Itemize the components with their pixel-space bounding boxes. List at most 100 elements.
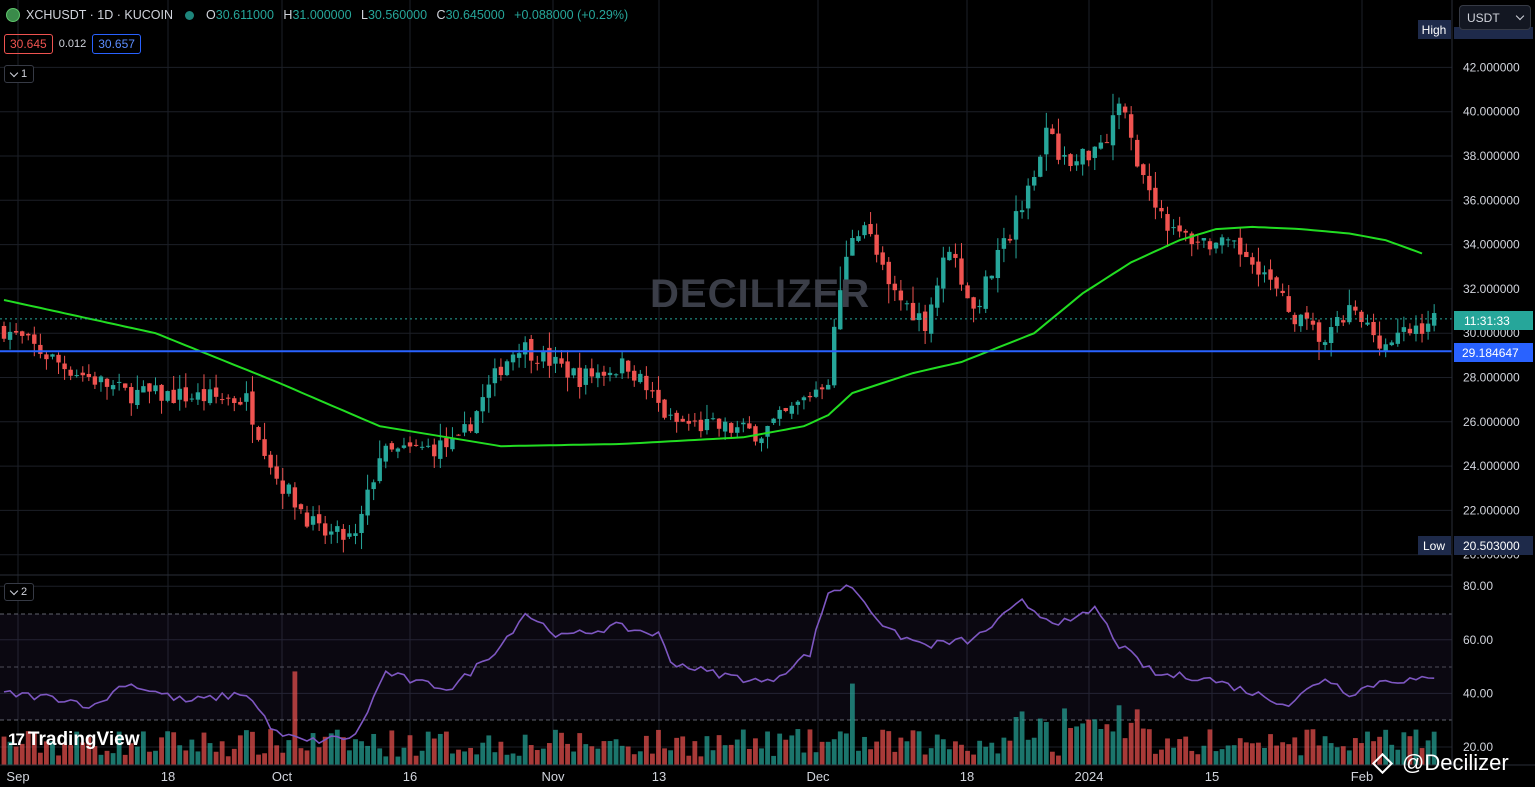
volume-bar (1401, 732, 1407, 765)
volume-bar (147, 751, 152, 765)
volume-bar (122, 754, 128, 765)
volume-bar (1389, 744, 1395, 765)
volume-bar (734, 739, 740, 765)
candle (1310, 320, 1316, 325)
volume-bar (195, 751, 201, 765)
candle (292, 487, 298, 508)
volume-bar (1201, 745, 1207, 765)
volume-bar (486, 735, 492, 765)
volume-bar (419, 750, 425, 765)
volume-bar (128, 743, 134, 765)
candle (1110, 115, 1116, 146)
symbol-title[interactable]: XCHUSDT · 1D · KUCOIN (26, 8, 174, 22)
candle (13, 330, 19, 333)
candle (607, 372, 613, 376)
candle (1316, 322, 1322, 342)
volume-bar (571, 751, 577, 765)
volume-bar (140, 731, 146, 765)
volume-bar (577, 733, 583, 765)
volume-bar (292, 671, 298, 765)
tradingview-logo[interactable]: 17 TradingView (8, 729, 140, 750)
candle (892, 283, 898, 291)
candle (904, 303, 910, 305)
volume-bar (25, 731, 31, 765)
candle (765, 425, 770, 437)
candle (1, 325, 7, 339)
countdown-tag: 11:31:33 (1454, 311, 1533, 330)
volume-bar (1425, 740, 1431, 765)
volume-bar (504, 754, 510, 765)
candle (207, 389, 213, 404)
volume-bar (1207, 729, 1213, 765)
candle (674, 412, 679, 422)
volume-bar (686, 755, 692, 765)
support-line-tag: 29.184647 (1454, 343, 1533, 362)
volume-bar (916, 731, 922, 765)
price-tick-label: 40.000000 (1463, 105, 1520, 119)
candle (50, 354, 55, 357)
rsi-tick-label: 60.00 (1463, 633, 1493, 647)
volume-bar (1122, 738, 1128, 765)
volume-bar (643, 735, 649, 765)
time-tick-label: 2024 (1075, 769, 1104, 784)
candle (589, 368, 595, 377)
pane2-collapse-button[interactable]: 2 (4, 583, 34, 601)
tradingview-icon: 17 (8, 730, 25, 749)
volume-bar (31, 731, 37, 765)
candle (1322, 342, 1328, 345)
candle (432, 444, 437, 457)
candle (856, 236, 861, 241)
candle (129, 387, 134, 404)
candle (953, 253, 958, 258)
candle (274, 466, 279, 479)
rsi-tick-label: 80.00 (1463, 579, 1493, 593)
candle (1183, 230, 1188, 233)
candle (401, 445, 407, 448)
volume-bar (1086, 719, 1092, 765)
svg-text:High: High (1422, 23, 1447, 37)
candle (371, 482, 376, 490)
candle (1389, 342, 1394, 346)
volume-bar (359, 741, 364, 765)
candle (1268, 269, 1273, 280)
rsi-tick-label: 20.00 (1463, 740, 1493, 754)
volume-bar (50, 741, 55, 765)
candle (947, 251, 952, 261)
candle (771, 418, 776, 423)
price-tick-label: 34.000000 (1463, 238, 1520, 252)
volume-bar (1334, 747, 1340, 765)
candle (1147, 175, 1152, 191)
volume-bar (983, 746, 989, 765)
volume-bar (971, 754, 976, 765)
candle (656, 389, 661, 403)
candle (522, 342, 528, 355)
price-axis[interactable] (1452, 0, 1535, 765)
candle (1068, 154, 1073, 167)
buy-button[interactable]: 30.657 (92, 34, 141, 54)
candle (547, 347, 552, 366)
candle (1401, 327, 1407, 332)
candle (807, 395, 813, 398)
chevron-down-icon (9, 68, 19, 77)
volume-bar (1165, 738, 1170, 765)
volume-bar (256, 754, 261, 765)
time-axis[interactable]: Sep 18 Oct 16 Nov 13 Dec 18 2024 15 Feb (6, 769, 1373, 784)
sell-button[interactable]: 30.645 (4, 34, 53, 54)
volume-bar (62, 742, 67, 765)
candle (862, 225, 867, 236)
candle (1225, 239, 1231, 241)
volume-bar (728, 744, 734, 765)
candle (286, 484, 292, 494)
currency-select[interactable]: USDT (1459, 5, 1531, 30)
pane1-collapse-button[interactable]: 1 (4, 65, 34, 83)
volume-bar (1183, 736, 1189, 765)
volume-bar (965, 750, 970, 765)
volume-bar (68, 745, 74, 765)
volume-bar (904, 741, 910, 765)
candle (19, 331, 25, 336)
diamond-icon (1371, 752, 1394, 774)
candle (1080, 148, 1085, 165)
volume-bar (625, 746, 631, 765)
volume-bar (74, 731, 80, 765)
